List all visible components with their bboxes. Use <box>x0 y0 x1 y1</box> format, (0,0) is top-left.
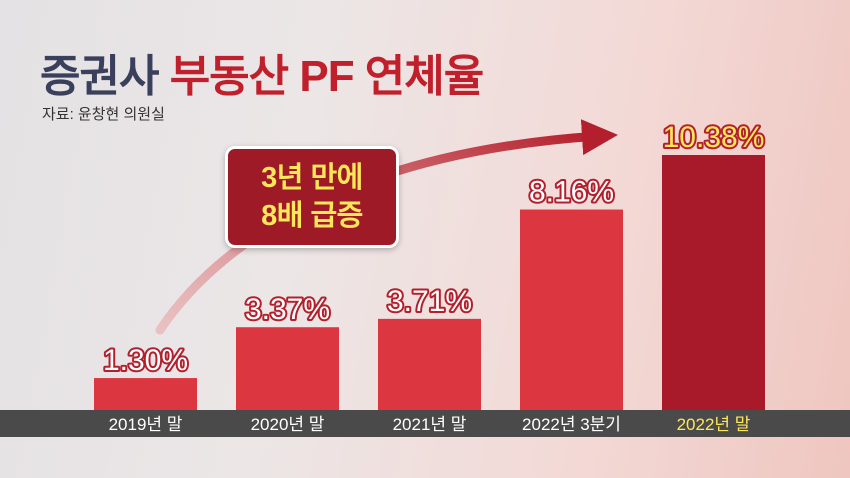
page-title: 증권사 부동산 PF 연체율 <box>40 40 485 104</box>
bar-1 <box>236 327 339 410</box>
category-label-1: 2020년 말 <box>251 415 325 434</box>
title-part1: 증권사 <box>40 52 159 101</box>
callout-badge: 3년 만에 8배 급증 <box>225 146 399 248</box>
x-axis-band <box>0 410 850 437</box>
bar-3 <box>520 209 623 410</box>
data-label-0: 1.30% <box>103 344 188 377</box>
title-part2: 부동산 PF 연체율 <box>169 52 485 101</box>
category-label-4: 2022년 말 <box>677 415 751 434</box>
category-label-0: 2019년 말 <box>109 415 183 434</box>
data-label-2: 3.71% <box>387 285 472 318</box>
category-label-2: 2021년 말 <box>393 415 467 434</box>
callout-line2: 8배 급증 <box>261 200 363 232</box>
bar-2 <box>378 318 481 410</box>
bar-4 <box>662 155 765 410</box>
data-label-3: 8.16% <box>529 176 614 209</box>
callout-line1: 3년 만에 <box>261 162 363 194</box>
data-label-1: 3.37% <box>245 293 330 326</box>
category-label-3: 2022년 3분기 <box>522 415 621 434</box>
bar-0 <box>94 378 197 410</box>
data-label-4: 10.38% <box>663 121 765 154</box>
source-note: 자료: 윤창현 의원실 <box>42 106 165 123</box>
